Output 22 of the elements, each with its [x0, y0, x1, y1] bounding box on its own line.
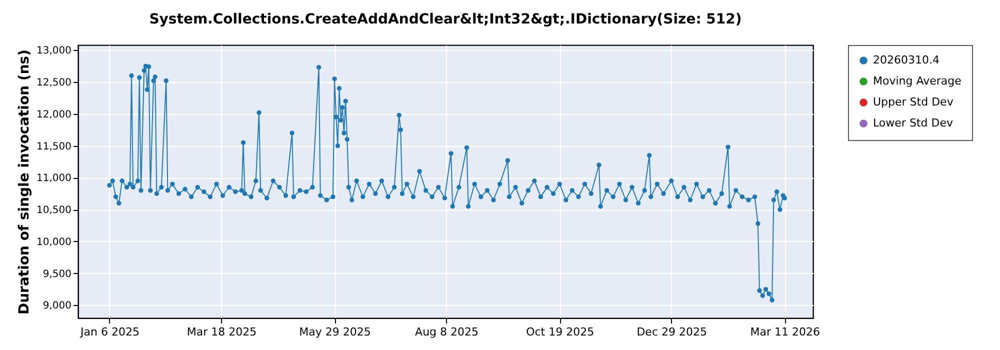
- chart-title: System.Collections.CreateAddAndClear&lt;Int32&gt;.IDictionary(Size: 512): [149, 12, 742, 28]
- legend-label: 20260310.4: [873, 54, 940, 66]
- x-tick-label: May 29 2025: [299, 326, 371, 338]
- x-tick-label: Mar 18 2025: [186, 326, 257, 338]
- x-tick-label: Jan 6 2025: [80, 326, 140, 338]
- y-tick-label: 12,000: [36, 109, 72, 120]
- y-tick-label: 10,500: [36, 205, 72, 216]
- x-tick-label: Aug 8 2025: [415, 326, 479, 338]
- legend-label: Lower Std Dev: [873, 116, 954, 130]
- y-tick-label: 9,500: [42, 268, 72, 280]
- x-tick-label: Mar 11 2026: [750, 326, 820, 338]
- y-tick-label: 11,500: [36, 141, 72, 152]
- x-tick-label: Dec 29 2025: [636, 326, 707, 338]
- y-tick-label: 11,000: [36, 173, 72, 184]
- legend-label: Upper Std Dev: [873, 96, 954, 108]
- legend-label: Moving Average: [873, 74, 962, 88]
- y-tick-label: 10,000: [36, 236, 72, 248]
- y-tick-label: 12,500: [36, 77, 72, 88]
- x-tick-label: Oct 19 2025: [526, 326, 594, 338]
- y-axis-title: Duration of single invocation (ns): [16, 49, 33, 315]
- y-tick-label: 13,000: [36, 46, 72, 57]
- y-tick-label: 9,000: [42, 300, 72, 312]
